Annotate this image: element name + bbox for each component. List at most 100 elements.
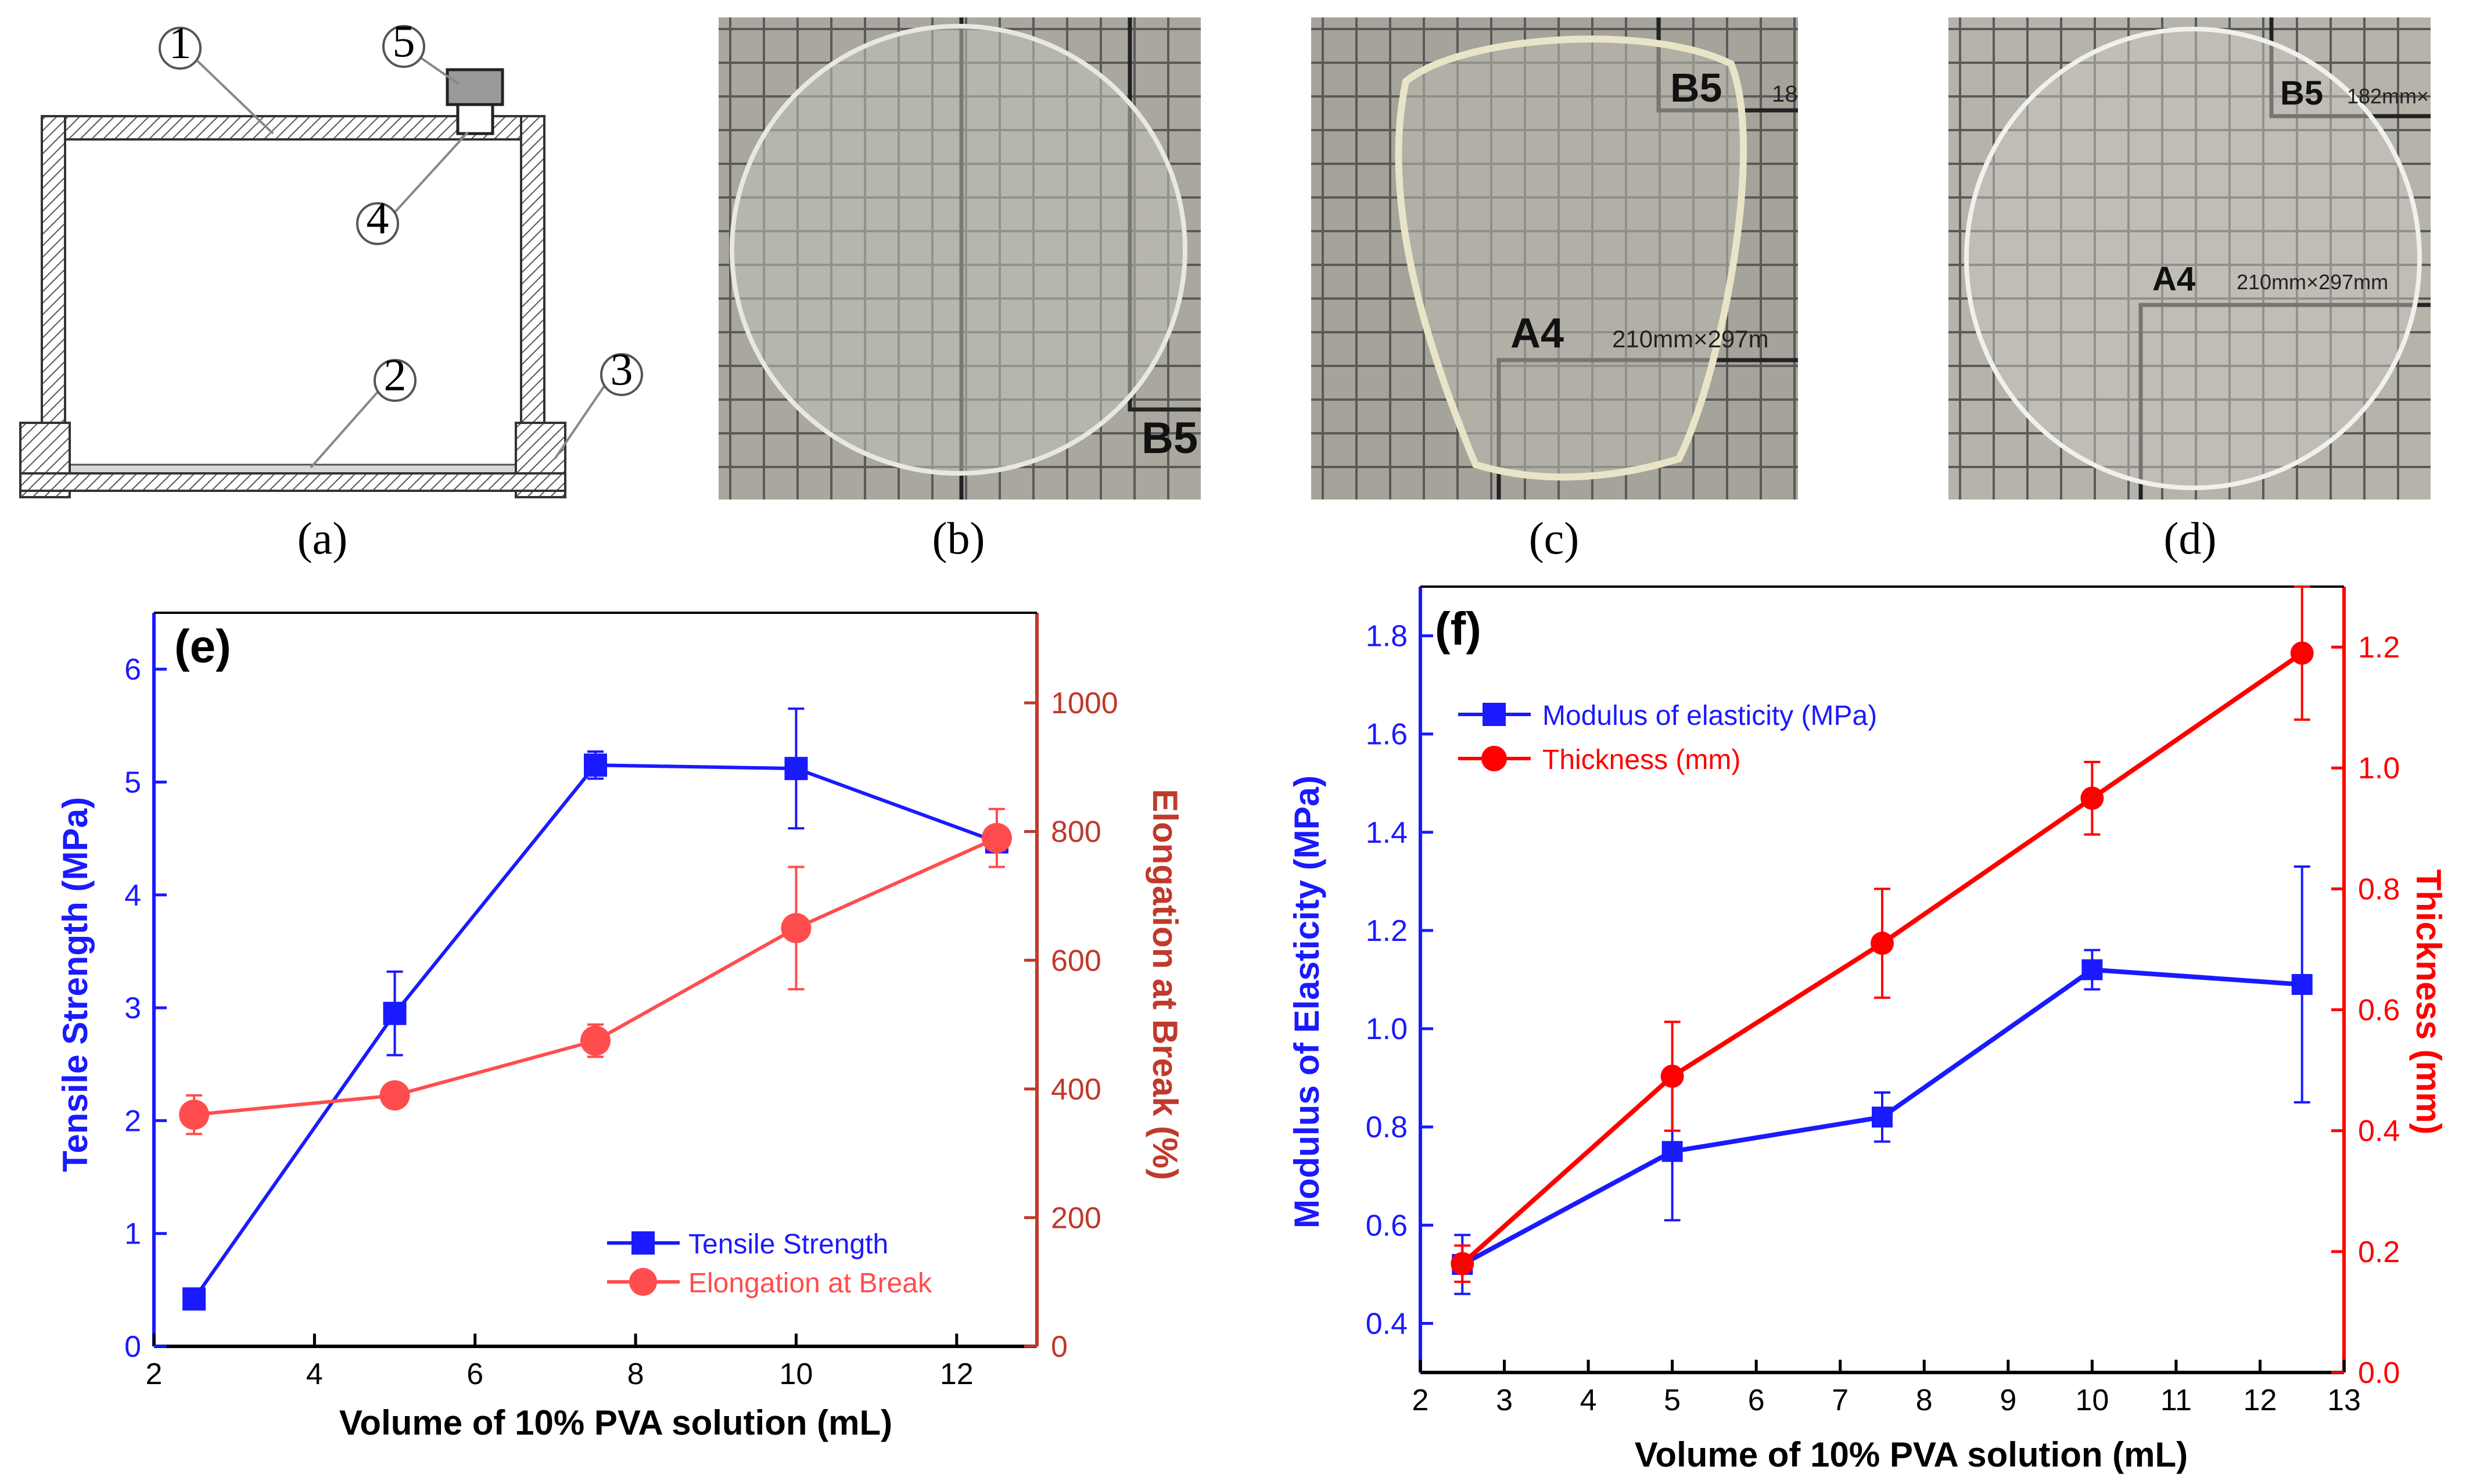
data-point-square [1872,1106,1893,1128]
film-disc-d [1964,27,2422,490]
chart-panel-label: (f) [1435,603,1481,655]
right-tick-label: 0.6 [2358,994,2400,1027]
data-point-circle [1660,1065,1684,1088]
data-point-circle [580,1025,611,1056]
left-tick-label: 2 [124,1104,141,1138]
right-tick-label: 600 [1051,944,1101,978]
right-tick-label: 0.8 [2358,872,2400,906]
legend-label: Thickness (mm) [1542,745,1740,775]
base-bottom [19,472,566,492]
left-tick-label: 4 [124,879,141,912]
photo-label: 182mm× [2347,84,2429,108]
callout-3: 3 [554,344,643,460]
x-tick-label: 6 [1748,1384,1765,1417]
svg-text:1: 1 [169,17,192,68]
chart-e: (e) Volume of 10% PVA solution (mL) Tens… [56,612,1185,1442]
caption-b: (b) [932,513,985,563]
x-tick-label: 2 [1412,1384,1429,1417]
film-disc-b [730,24,1187,476]
x-tick-label: 12 [2244,1384,2277,1417]
x-tick-label: 3 [1496,1384,1513,1417]
legend-label: Modulus of elasticity (MPa) [1542,700,1877,731]
left-tick-label: 0.4 [1366,1307,1408,1341]
caption-c: (c) [1529,513,1580,563]
right-tick-label: 0.2 [2358,1235,2400,1269]
right-tick-label: 0.4 [2358,1115,2400,1148]
legend: Tensile Strength Elongation at Break [607,1229,932,1299]
photo-label: A4 [2152,260,2195,298]
x-tick-label: 2 [146,1357,163,1391]
left-tick-label: 3 [124,991,141,1025]
callout-5: 5 [382,16,460,85]
data-point-square [584,753,607,777]
series-line-right [193,836,998,1117]
right-axis-title: Elongation at Break (%) [1146,789,1185,1180]
data-point-square [182,1287,206,1311]
legend-label: Tensile Strength [688,1229,888,1260]
callout-2: 2 [310,350,417,469]
callout-1: 1 [159,17,274,135]
left-tick-label: 0.8 [1366,1111,1408,1144]
svg-text:2: 2 [384,350,407,400]
data-point-circle [981,822,1012,853]
right-tick-label: 0.0 [2358,1356,2400,1390]
right-tick-label: 1000 [1051,687,1118,720]
photo-d: B5 182mm× A4 210mm×297mm [1948,17,2431,500]
left-axis-title: Modulus of Elasticity (MPa) [1287,775,1326,1228]
x-tick-label: 5 [1664,1384,1681,1417]
left-tick-label: 1.8 [1366,620,1408,653]
photo-label: 210mm×297mm [2237,270,2388,294]
x-tick-label: 12 [940,1357,974,1391]
film-disc-c [1395,35,1747,481]
x-tick-label: 10 [2075,1384,2109,1417]
x-tick-label: 4 [1580,1384,1597,1417]
right-tick-label: 200 [1051,1201,1101,1235]
left-tick-label: 6 [124,653,141,687]
right-tick-label: 1.2 [2358,631,2400,664]
svg-text:4: 4 [367,193,389,243]
photo-label: B5 [1670,65,1722,110]
left-tick-label: 1.4 [1366,816,1408,850]
x-axis-title: Volume of 10% PVA solution (mL) [1635,1435,2188,1474]
legend-label: Elongation at Break [688,1268,932,1299]
x-tick-label: 8 [1916,1384,1933,1417]
x-tick-label: 9 [2000,1384,2016,1417]
valve-cap [446,68,504,106]
data-point-circle [2290,641,2314,665]
schematic-drawing: 1 5 4 2 3 [19,16,643,498]
right-tick-label: 400 [1051,1073,1101,1106]
legend: Modulus of elasticity (MPa) Thickness (m… [1458,700,1877,775]
caption-a: (a) [297,513,348,563]
data-point-circle [179,1099,210,1130]
data-point-circle [1451,1252,1474,1275]
left-tick-label: 0 [124,1330,141,1364]
x-tick-label: 13 [2327,1384,2361,1417]
left-tick-label: 5 [124,766,141,799]
svg-text:3: 3 [611,344,633,394]
photo-label: 18 [1772,81,1798,107]
left-tick-label: 1.0 [1366,1012,1408,1046]
right-tick-label: 800 [1051,815,1101,849]
valve-stem [456,102,494,135]
data-point-square [2081,959,2103,980]
left-tick-label: 0.6 [1366,1209,1408,1242]
photo-label: B5 [2280,74,2323,112]
chart-panel-label: (e) [174,620,231,672]
right-axis-title: Thickness (mm) [2409,869,2448,1135]
caption-d: (d) [2164,513,2217,563]
data-point-circle [1871,932,1894,955]
photo-label: A4 [1510,310,1564,357]
data-point-circle [781,912,812,943]
callout-4: 4 [356,131,469,245]
x-tick-label: 4 [306,1357,323,1391]
left-tick-label: 1.2 [1366,914,1408,948]
photo-label: B5 [1142,414,1198,463]
chart-f: (f) Volume of 10% PVA solution (mL) Modu… [1287,585,2448,1474]
left-tick-label: 1 [124,1217,141,1251]
x-tick-label: 10 [780,1357,813,1391]
data-point-circle [2080,786,2104,810]
left-axis-title: Tensile Strength (MPa) [56,797,95,1172]
x-axis-title: Volume of 10% PVA solution (mL) [339,1403,892,1442]
x-tick-label: 6 [466,1357,483,1391]
